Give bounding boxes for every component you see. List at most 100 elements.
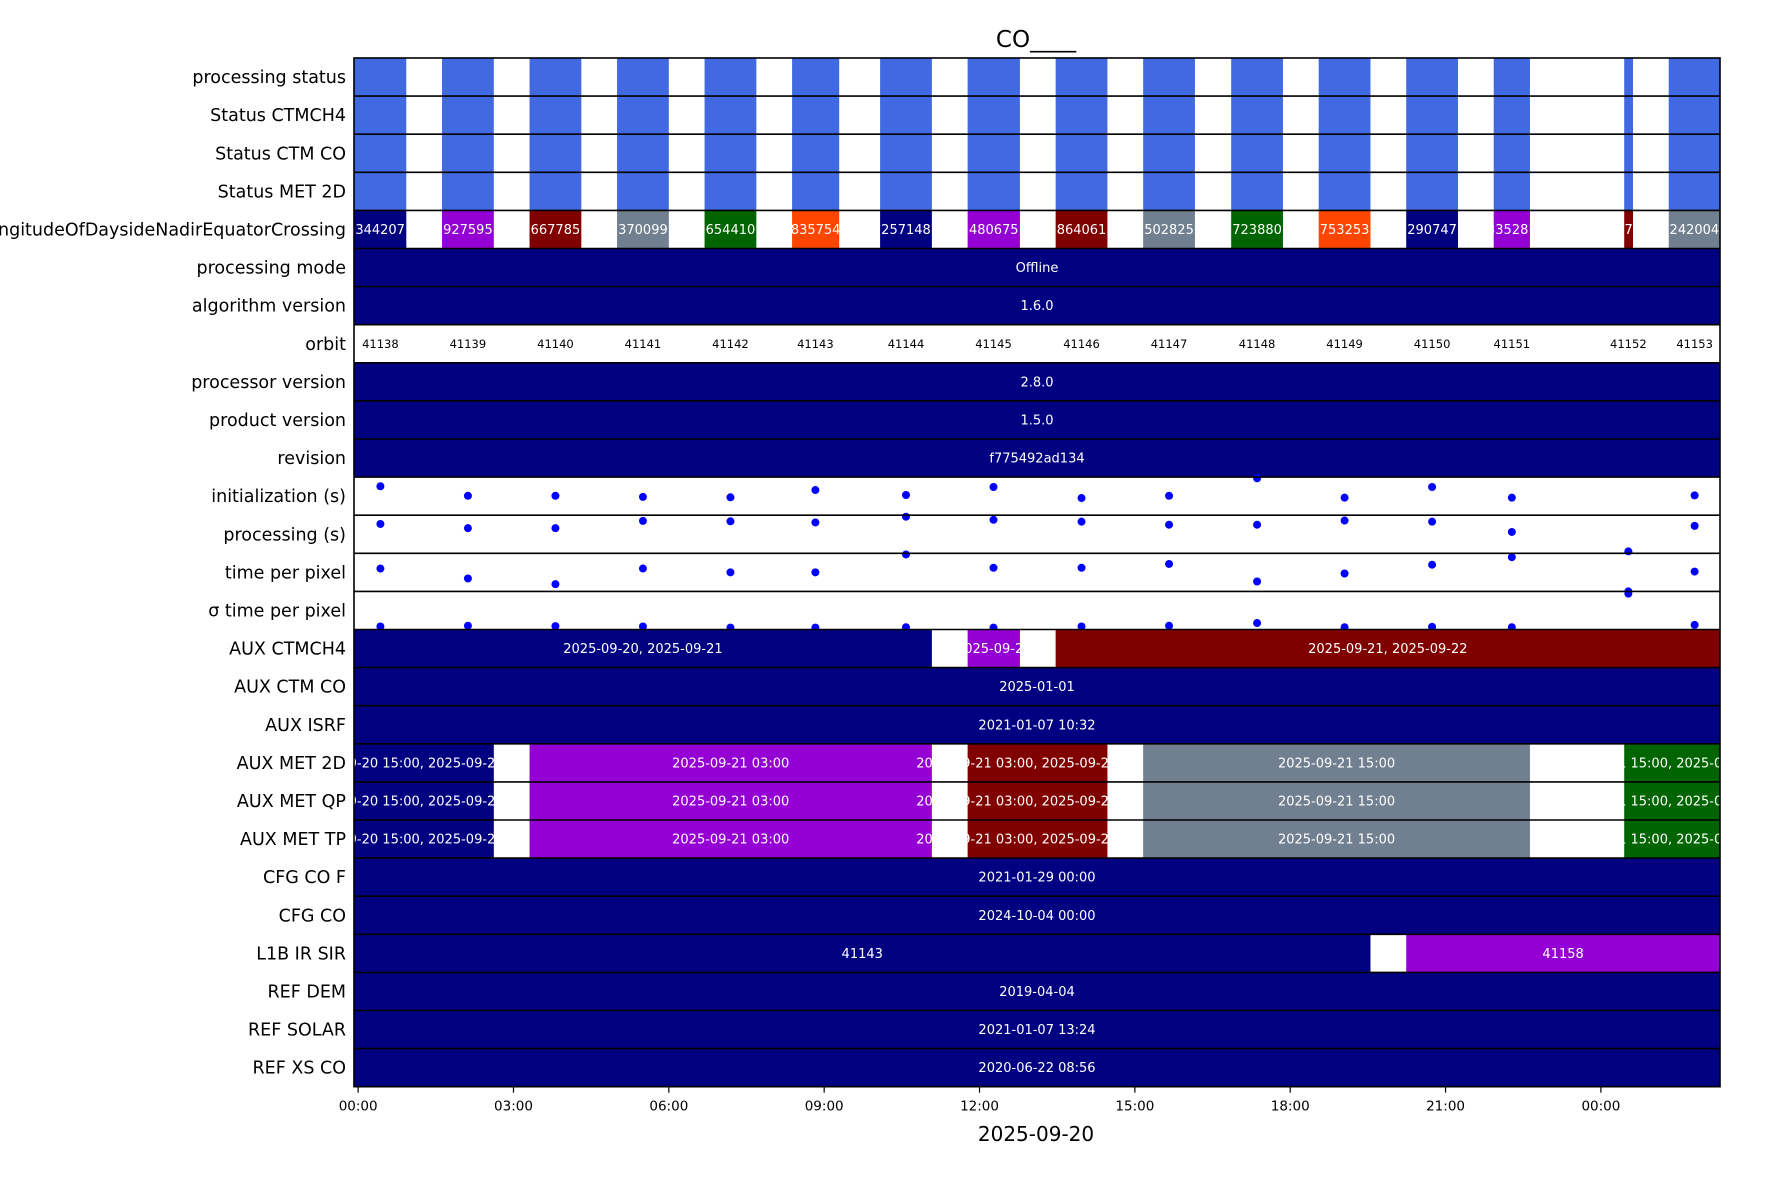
data-point	[1428, 517, 1437, 526]
segment-label: 753253	[1320, 223, 1370, 238]
row-label: processing (s)	[223, 525, 346, 545]
row-6: 1.6.0	[354, 286, 1720, 325]
data-point	[463, 491, 472, 500]
bar-segment	[1668, 172, 1720, 211]
segment-label: 2025-09-21 03:00, 2025-09-21 15:00	[916, 794, 1159, 809]
row-background	[354, 96, 1720, 135]
row-2	[354, 134, 1720, 173]
x-tick-label: 18:00	[1271, 1099, 1310, 1115]
row-26: 2020-06-22 08:56	[354, 1048, 1720, 1087]
orbit-number: 41152	[1610, 337, 1647, 351]
bar-segment	[967, 210, 1020, 249]
bar-segment	[354, 210, 407, 249]
segment-label: 2025-09-21 15:00, 2025-09-22 03:00	[1551, 794, 1771, 809]
segment-label: 2025-09-21 15:00	[1278, 833, 1395, 848]
orbit-number: 41149	[1326, 337, 1363, 351]
row-label: AUX MET 2D	[237, 754, 346, 774]
data-point	[638, 492, 647, 501]
bar-segment	[880, 96, 932, 135]
segment-label: 2025-09-21, 2025-09-22	[1308, 642, 1467, 657]
bar-segment	[617, 172, 669, 211]
row-label: CFG CO	[279, 906, 346, 926]
data-point	[638, 564, 647, 573]
data-point	[901, 512, 910, 521]
orbit-number: 41142	[712, 337, 749, 351]
row-9: 1.5.0	[354, 400, 1720, 439]
data-point	[1253, 520, 1262, 529]
data-point	[1690, 620, 1699, 629]
data-point	[726, 493, 735, 502]
row-label: σ time per pixel	[208, 601, 346, 621]
bar-segment	[967, 134, 1020, 173]
data-point	[989, 515, 998, 524]
bar-segment	[967, 781, 1108, 820]
bar-segment	[1318, 134, 1371, 173]
bar-segment	[1624, 172, 1634, 211]
data-point	[1507, 553, 1516, 562]
segment-label: 2020-06-22 08:56	[978, 1061, 1095, 1076]
bar-segment	[1624, 820, 1720, 859]
segment-label: 7	[1624, 223, 1632, 238]
bar-segment	[354, 934, 1371, 973]
segment-label: 2025-09-20 15:00, 2025-09-21 03:00	[303, 833, 546, 848]
segment-label: 2025-09-20, 2025-09-21	[563, 642, 722, 657]
row-label: initialization (s)	[211, 487, 346, 507]
bar-segment	[529, 172, 582, 211]
data-point	[1507, 527, 1516, 536]
row-label: orbit	[305, 335, 346, 355]
row-label: AUX CTM CO	[234, 678, 346, 698]
bar-segment	[1231, 210, 1283, 249]
row-25: 2021-01-07 13:24	[354, 1010, 1720, 1049]
segment-label: 864061	[1057, 223, 1107, 238]
segment-label: 2025-09-21 03:00	[672, 756, 789, 771]
row-label: CFG CO F	[263, 868, 346, 888]
bar-segment	[1406, 172, 1458, 211]
row-label: AUX CTMCH4	[229, 640, 346, 660]
orbit-number: 41146	[1063, 337, 1100, 351]
bar-segment	[354, 400, 1720, 439]
segment-label: 927595	[443, 223, 493, 238]
segment-label: 480675	[969, 223, 1019, 238]
data-point	[726, 517, 735, 526]
bar-segment	[1231, 58, 1283, 97]
bar-segment	[1231, 96, 1283, 135]
bar-segment	[354, 1048, 1720, 1087]
row-3	[354, 172, 1720, 211]
data-point	[1624, 547, 1633, 556]
orbit-number: 41150	[1414, 337, 1451, 351]
bar-segment	[792, 210, 840, 249]
segment-label: 2021-01-07 13:24	[978, 1023, 1095, 1038]
x-tick-label: 21:00	[1426, 1099, 1465, 1115]
data-point	[1165, 621, 1174, 630]
plot-area: 344207 927595 667785 370099 654410 835754 2571…	[0, 57, 1771, 1115]
orbit-number: 41141	[625, 337, 662, 351]
segment-label: 2025-09-21 15:00	[1278, 756, 1395, 771]
data-point	[1253, 577, 1262, 586]
row-label: Status CTM CO	[215, 144, 346, 164]
data-point	[1690, 567, 1699, 576]
row-background	[354, 172, 1720, 211]
data-point	[463, 621, 472, 630]
row-16: 2025-01-01	[354, 667, 1720, 706]
bar-segment	[792, 172, 840, 211]
data-point	[1428, 483, 1437, 492]
row-label: revision	[277, 449, 346, 469]
data-point	[811, 518, 820, 527]
row-label: processor version	[191, 373, 346, 393]
bar-segment	[967, 58, 1020, 97]
data-point	[989, 563, 998, 572]
bar-segment	[1055, 172, 1108, 211]
bar-segment	[1143, 96, 1195, 135]
row-label: REF SOLAR	[248, 1021, 346, 1041]
data-point	[551, 491, 560, 500]
orbit-number: 41151	[1494, 337, 1531, 351]
bar-segment	[792, 58, 840, 97]
x-axis-label: 2025-09-20	[978, 1122, 1094, 1146]
orbit-number: 41153	[1676, 337, 1713, 351]
bar-segment	[1318, 210, 1371, 249]
row-22: 2024-10-04 00:00	[354, 896, 1720, 935]
row-8: 2.8.0	[354, 362, 1720, 401]
orbit-number: 41144	[888, 337, 925, 351]
row-background	[354, 553, 1720, 592]
bar-segment	[1493, 96, 1530, 135]
